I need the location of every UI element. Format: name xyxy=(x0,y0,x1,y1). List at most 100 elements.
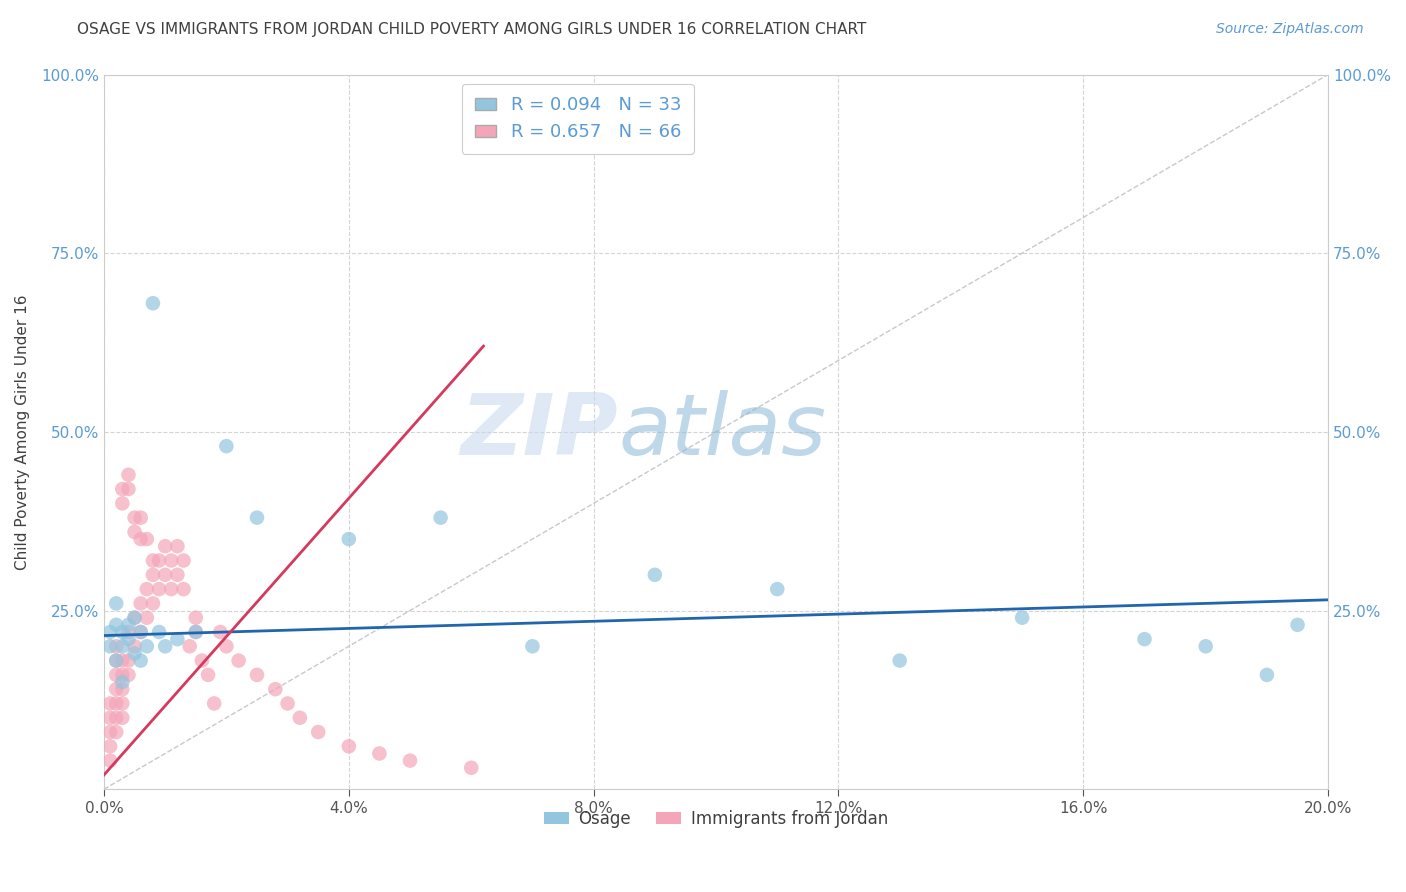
Point xyxy=(117,617,139,632)
Point xyxy=(337,532,360,546)
Point xyxy=(111,697,134,711)
Point xyxy=(148,582,170,596)
Point xyxy=(98,754,121,768)
Point xyxy=(117,482,139,496)
Point xyxy=(98,725,121,739)
Point xyxy=(117,668,139,682)
Point xyxy=(142,553,165,567)
Text: atlas: atlas xyxy=(619,391,827,474)
Point xyxy=(202,697,225,711)
Point xyxy=(179,640,201,654)
Point xyxy=(135,610,157,624)
Point xyxy=(129,596,152,610)
Point xyxy=(129,625,152,640)
Point xyxy=(148,553,170,567)
Point xyxy=(129,654,152,668)
Point xyxy=(105,697,128,711)
Point xyxy=(153,567,176,582)
Point xyxy=(117,625,139,640)
Point xyxy=(105,617,128,632)
Point xyxy=(429,510,451,524)
Point xyxy=(142,596,165,610)
Point xyxy=(173,553,195,567)
Point xyxy=(307,725,329,739)
Point xyxy=(766,582,789,596)
Point xyxy=(111,682,134,697)
Point xyxy=(1133,632,1156,647)
Point xyxy=(228,654,250,668)
Point xyxy=(98,739,121,754)
Point xyxy=(153,539,176,553)
Point xyxy=(246,510,269,524)
Point xyxy=(184,610,207,624)
Point xyxy=(215,439,238,453)
Point xyxy=(111,654,134,668)
Point xyxy=(111,640,134,654)
Point xyxy=(111,675,134,690)
Point xyxy=(105,654,128,668)
Point xyxy=(173,582,195,596)
Point xyxy=(111,496,134,510)
Point xyxy=(166,632,188,647)
Text: ZIP: ZIP xyxy=(461,391,619,474)
Point xyxy=(105,711,128,725)
Y-axis label: Child Poverty Among Girls Under 16: Child Poverty Among Girls Under 16 xyxy=(15,294,30,570)
Point xyxy=(111,625,134,640)
Point xyxy=(184,625,207,640)
Point xyxy=(1011,610,1033,624)
Point xyxy=(277,697,299,711)
Point xyxy=(124,610,146,624)
Point xyxy=(209,625,232,640)
Point xyxy=(184,625,207,640)
Point xyxy=(98,711,121,725)
Legend: Osage, Immigrants from Jordan: Osage, Immigrants from Jordan xyxy=(537,803,896,835)
Point xyxy=(105,668,128,682)
Point xyxy=(105,682,128,697)
Point xyxy=(160,582,183,596)
Point xyxy=(460,761,482,775)
Point xyxy=(105,654,128,668)
Point xyxy=(148,625,170,640)
Point xyxy=(264,682,287,697)
Point xyxy=(1256,668,1278,682)
Point xyxy=(117,654,139,668)
Point xyxy=(98,640,121,654)
Text: OSAGE VS IMMIGRANTS FROM JORDAN CHILD POVERTY AMONG GIRLS UNDER 16 CORRELATION C: OSAGE VS IMMIGRANTS FROM JORDAN CHILD PO… xyxy=(77,22,866,37)
Point xyxy=(124,610,146,624)
Point xyxy=(368,747,391,761)
Point xyxy=(399,754,422,768)
Point xyxy=(246,668,269,682)
Point xyxy=(135,532,157,546)
Point xyxy=(166,567,188,582)
Point xyxy=(160,553,183,567)
Point xyxy=(166,539,188,553)
Point xyxy=(288,711,311,725)
Point xyxy=(1286,617,1309,632)
Point xyxy=(117,467,139,482)
Point xyxy=(98,625,121,640)
Point xyxy=(1195,640,1218,654)
Point xyxy=(98,697,121,711)
Point xyxy=(124,647,146,661)
Point xyxy=(644,567,666,582)
Point xyxy=(129,625,152,640)
Point xyxy=(124,640,146,654)
Point xyxy=(129,532,152,546)
Point xyxy=(142,296,165,310)
Point xyxy=(135,640,157,654)
Point xyxy=(105,596,128,610)
Point xyxy=(215,640,238,654)
Point xyxy=(337,739,360,754)
Point xyxy=(153,640,176,654)
Point xyxy=(522,640,544,654)
Point xyxy=(105,640,128,654)
Point xyxy=(889,654,911,668)
Point xyxy=(117,632,139,647)
Text: Source: ZipAtlas.com: Source: ZipAtlas.com xyxy=(1216,22,1364,37)
Point xyxy=(111,668,134,682)
Point xyxy=(111,482,134,496)
Point xyxy=(124,510,146,524)
Point xyxy=(197,668,219,682)
Point xyxy=(135,582,157,596)
Point xyxy=(142,567,165,582)
